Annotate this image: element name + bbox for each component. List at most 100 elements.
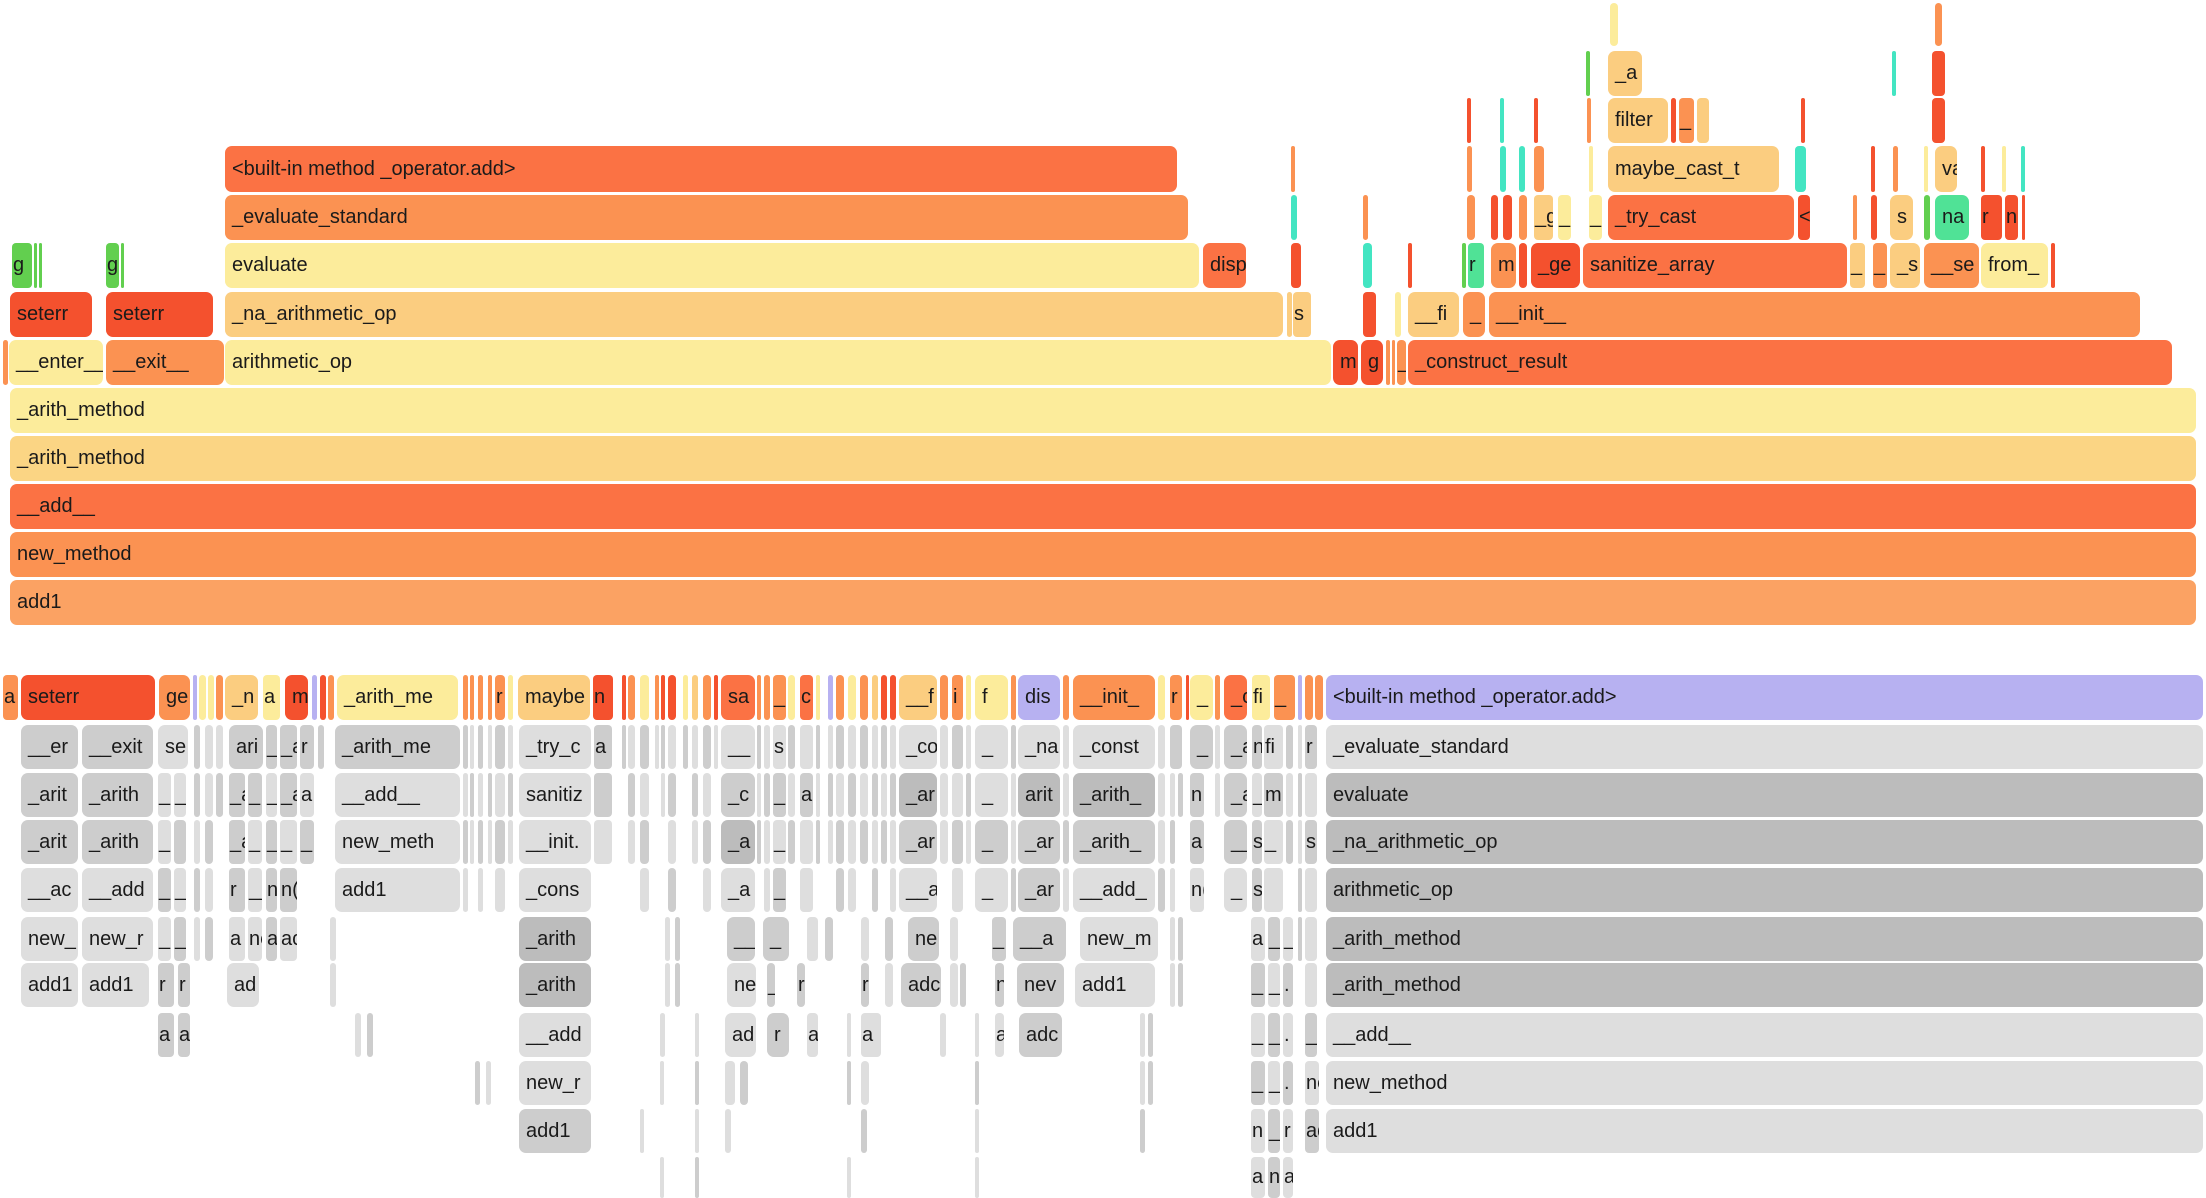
frame-bar[interactable]: _ xyxy=(248,820,262,864)
frame-bar[interactable] xyxy=(1801,98,1805,143)
frame-bar[interactable] xyxy=(1140,1061,1145,1105)
frame-bar[interactable] xyxy=(1063,820,1069,864)
frame-bar[interactable] xyxy=(1011,773,1016,817)
frame-bar[interactable]: _c xyxy=(721,773,755,817)
frame-bar[interactable]: r xyxy=(1170,675,1182,720)
frame-bar[interactable] xyxy=(692,820,698,864)
frame-bar[interactable] xyxy=(1170,917,1175,961)
frame-bar[interactable] xyxy=(800,868,813,912)
frame-bar[interactable]: i xyxy=(952,675,963,720)
frame-bar[interactable]: s xyxy=(1252,820,1262,864)
frame-bar[interactable]: _ xyxy=(773,773,786,817)
frame-bar[interactable] xyxy=(788,820,795,864)
frame-bar[interactable]: m xyxy=(285,675,308,720)
frame-bar[interactable] xyxy=(881,820,887,864)
frame-bar[interactable]: a xyxy=(1251,917,1265,961)
frame-bar[interactable]: adc xyxy=(901,963,941,1007)
frame-bar[interactable]: ad xyxy=(1305,1109,1319,1153)
frame-bar[interactable] xyxy=(695,1013,699,1057)
frame-bar[interactable] xyxy=(703,868,711,912)
frame-bar[interactable]: ne xyxy=(248,917,262,961)
frame-bar[interactable]: add1 xyxy=(82,963,149,1007)
frame-bar[interactable] xyxy=(1305,675,1313,720)
frame-bar[interactable] xyxy=(683,675,688,720)
frame-bar[interactable] xyxy=(312,675,317,720)
frame-bar[interactable] xyxy=(675,917,680,961)
frame-bar[interactable] xyxy=(847,1157,851,1198)
frame-bar[interactable]: _ xyxy=(266,773,277,817)
frame-bar[interactable] xyxy=(966,773,971,817)
frame-bar[interactable]: a xyxy=(800,773,813,817)
frame-bar[interactable] xyxy=(1264,868,1283,912)
frame-bar[interactable] xyxy=(208,675,214,720)
frame-bar[interactable]: r xyxy=(861,963,869,1007)
frame-bar[interactable] xyxy=(836,820,844,864)
frame-bar[interactable]: add1 xyxy=(21,963,78,1007)
frame-bar[interactable] xyxy=(828,675,833,720)
frame-bar[interactable] xyxy=(1503,195,1512,240)
frame-bar[interactable] xyxy=(488,773,492,817)
frame-bar[interactable]: a xyxy=(995,1013,1004,1057)
frame-bar[interactable] xyxy=(1519,195,1527,240)
frame-bar[interactable] xyxy=(216,675,223,720)
frame-bar[interactable] xyxy=(1298,820,1302,864)
frame-bar[interactable] xyxy=(640,868,649,912)
frame-bar[interactable] xyxy=(594,820,612,864)
frame-bar[interactable]: _ xyxy=(158,917,171,961)
frame-bar[interactable]: m xyxy=(1333,340,1358,385)
frame-bar[interactable]: arithmetic_op xyxy=(225,340,1331,385)
frame-bar[interactable] xyxy=(628,675,635,720)
frame-bar[interactable] xyxy=(668,675,676,720)
frame-bar[interactable]: ad xyxy=(725,1013,756,1057)
frame-bar[interactable]: <built-in method _operator.add> xyxy=(225,146,1177,192)
frame-bar[interactable]: _ar xyxy=(1018,820,1060,864)
frame-bar[interactable]: _ xyxy=(1679,98,1694,143)
frame-bar[interactable]: n( xyxy=(1190,868,1204,912)
frame-bar[interactable]: new_method xyxy=(1326,1061,2203,1105)
frame-bar[interactable] xyxy=(966,675,971,720)
frame-bar[interactable]: arithmetic_op xyxy=(1326,868,2203,912)
frame-bar[interactable] xyxy=(2051,243,2055,288)
frame-bar[interactable]: fi xyxy=(1252,675,1270,720)
frame-bar[interactable] xyxy=(1215,675,1220,720)
frame-bar[interactable] xyxy=(683,725,688,769)
frame-bar[interactable]: s xyxy=(1252,868,1262,912)
frame-bar[interactable] xyxy=(764,725,770,769)
frame-bar[interactable] xyxy=(940,1013,946,1057)
frame-bar[interactable]: n xyxy=(593,675,613,720)
frame-bar[interactable] xyxy=(478,820,483,864)
frame-bar[interactable]: _evaluate_standard xyxy=(225,195,1188,240)
frame-bar[interactable] xyxy=(194,868,200,912)
frame-bar[interactable]: s xyxy=(773,725,786,769)
frame-bar[interactable] xyxy=(660,1013,665,1057)
frame-bar[interactable]: _ar xyxy=(899,773,937,817)
frame-bar[interactable] xyxy=(940,675,948,720)
frame-bar[interactable] xyxy=(860,675,868,720)
frame-bar[interactable] xyxy=(1170,963,1175,1007)
frame-bar[interactable] xyxy=(764,675,770,720)
frame-bar[interactable] xyxy=(788,725,795,769)
frame-bar[interactable] xyxy=(940,725,948,769)
frame-bar[interactable] xyxy=(881,675,887,720)
frame-bar[interactable]: __a xyxy=(899,868,937,912)
frame-bar[interactable] xyxy=(872,725,878,769)
frame-bar[interactable]: a xyxy=(1283,1157,1293,1198)
frame-bar[interactable] xyxy=(640,1109,644,1153)
frame-bar[interactable]: _ xyxy=(1251,1013,1265,1057)
frame-bar[interactable] xyxy=(199,675,206,720)
frame-bar[interactable] xyxy=(463,820,468,864)
frame-bar[interactable]: r xyxy=(767,1013,789,1057)
frame-bar[interactable] xyxy=(216,773,223,817)
frame-bar[interactable] xyxy=(655,725,659,769)
frame-bar[interactable] xyxy=(330,963,336,1007)
frame-bar[interactable]: __exit__ xyxy=(106,340,224,385)
frame-bar[interactable] xyxy=(194,917,200,961)
frame-bar[interactable] xyxy=(848,820,856,864)
frame-bar[interactable]: ari xyxy=(229,725,263,769)
frame-bar[interactable] xyxy=(1932,98,1945,143)
frame-bar[interactable]: s xyxy=(1890,195,1913,240)
frame-bar[interactable] xyxy=(193,675,197,720)
frame-bar[interactable] xyxy=(1291,195,1297,240)
frame-bar[interactable]: _arith_me xyxy=(335,725,460,769)
frame-bar[interactable]: add1 xyxy=(1075,963,1155,1007)
